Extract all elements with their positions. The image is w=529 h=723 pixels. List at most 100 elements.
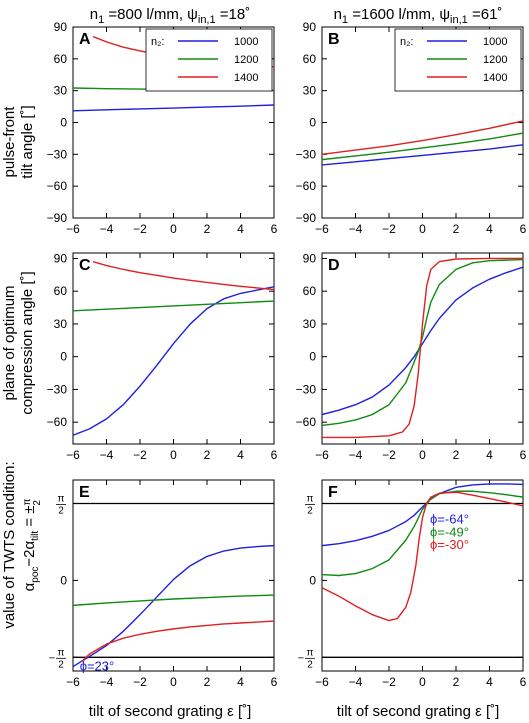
x-tick-label: −6: [66, 448, 80, 462]
svg-text:2: 2: [58, 659, 64, 670]
y-tick-label-neg-pi-half: π2−: [49, 647, 66, 670]
x-tick-label: −4: [349, 222, 363, 236]
series-line-1400: [80, 620, 274, 663]
series-line-1400: [322, 257, 523, 439]
phi-annotation: ϕ=-49°: [430, 524, 469, 539]
y-tick-label: −60: [47, 179, 68, 193]
x-tick-label: 0: [419, 675, 426, 689]
panel-letter: C: [79, 257, 91, 274]
row-label-2: plane of optimum compression angle [˚]: [1, 271, 36, 414]
x-tick-label: 0: [419, 222, 426, 236]
y-tick-label: 0: [60, 350, 67, 364]
legend: n₂: 1000 1200 1400: [145, 28, 273, 92]
svg-text:compression angle [˚]: compression angle [˚]: [19, 271, 36, 414]
series-line-1000: [73, 104, 274, 112]
phi-annotation: ϕ=-64°: [430, 512, 469, 527]
y-tick-label: 30: [54, 84, 68, 98]
x-tick-label: 6: [271, 222, 278, 236]
x-tick-label: 4: [237, 222, 244, 236]
phi-annotation: ϕ=-30°: [430, 537, 469, 552]
y-tick-label-pi-half: π2: [56, 493, 66, 516]
x-tick-label: −2: [382, 675, 396, 689]
legend-label-1200: 1200: [234, 54, 258, 66]
legend-label-1200: 1200: [483, 54, 507, 66]
x-tick-label: −6: [66, 675, 80, 689]
svg-text:π: π: [58, 647, 65, 658]
series-line-1400: [322, 120, 523, 156]
x-tick-label: −6: [66, 222, 80, 236]
legend-label-1000: 1000: [234, 36, 258, 48]
x-tick-label: −2: [382, 222, 396, 236]
series-line-1000: [322, 266, 523, 416]
series-line-1400: [322, 491, 523, 622]
x-tick-label: 6: [271, 675, 278, 689]
series-line-1200: [73, 594, 274, 607]
x-tick-label: −4: [100, 675, 114, 689]
plot-frame: [321, 252, 524, 445]
x-tick-label: −6: [315, 222, 329, 236]
y-tick-label-pi-half: π2: [305, 493, 315, 516]
y-tick-label: −90: [296, 211, 317, 225]
phi-annotation: ϕ=23°: [80, 659, 115, 674]
y-tick-label: −60: [47, 415, 68, 429]
legend-label-1000: 1000: [483, 36, 507, 48]
svg-text:2: 2: [307, 505, 313, 516]
x-tick-label: 2: [453, 222, 460, 236]
y-tick-label: −60: [296, 415, 317, 429]
x-tick-label: 2: [204, 448, 211, 462]
x-tick-label: 0: [170, 448, 177, 462]
y-tick-label: −30: [47, 382, 68, 396]
x-tick-label: 6: [520, 222, 527, 236]
x-tick-label: −4: [100, 222, 114, 236]
x-tick-label: 2: [204, 222, 211, 236]
panel-c: −6 −4 −2 0 2 4 6 −60 −30 0 30 60 90 C: [47, 251, 278, 462]
x-tick-label: 4: [486, 222, 493, 236]
x-tick-label: −2: [133, 448, 147, 462]
x-tick-label: 4: [486, 448, 493, 462]
y-tick-label: −60: [296, 179, 317, 193]
y-tick-label: −30: [296, 147, 317, 161]
y-tick-label: 90: [54, 251, 68, 265]
y-tick-label: 60: [54, 52, 68, 66]
panel-letter: A: [79, 31, 91, 48]
svg-text:pulse-front: pulse-front: [1, 106, 18, 178]
x-tick-label: 0: [170, 222, 177, 236]
x-tick-label: 2: [453, 675, 460, 689]
series-line-1000: [73, 544, 274, 668]
svg-text:value of TWTS condition:: value of TWTS condition:: [1, 461, 18, 628]
x-tick-label: 4: [486, 675, 493, 689]
svg-text:tilt angle [˚]: tilt angle [˚]: [19, 105, 36, 178]
svg-text:−: −: [298, 652, 304, 664]
twts-condition-formula: αpoc−2αtilt = ±π2: [21, 499, 43, 592]
y-tick-label: 0: [309, 350, 316, 364]
y-tick-label: −30: [296, 382, 317, 396]
x-tick-label: 6: [520, 675, 527, 689]
x-tick-label: 2: [204, 675, 211, 689]
plot-frame: [72, 479, 275, 672]
x-tick-label: 2: [453, 448, 460, 462]
y-tick-label-zero: 0: [309, 573, 316, 587]
svg-text:π: π: [307, 647, 314, 658]
legend-title: n₂:: [400, 36, 413, 48]
x-tick-label: 4: [237, 448, 244, 462]
y-tick-label: 0: [309, 116, 316, 130]
y-tick-label-neg-pi-half: π2−: [298, 647, 315, 670]
x-tick-label: 6: [271, 448, 278, 462]
legend-label-1400: 1400: [234, 72, 258, 84]
y-tick-label: 60: [303, 52, 317, 66]
x-tick-label: −6: [315, 448, 329, 462]
svg-text:2: 2: [58, 505, 64, 516]
panel-a: −6 −4 −2 0 2 4 6 −90 −60 −30 0 30 60 90 A n₂: 1000 1200 14…: [47, 20, 278, 236]
y-tick-label-zero: 0: [60, 573, 67, 587]
panel-d: −6 −4 −2 0 2 4 6 −60 −30 0 30 60 90 D: [296, 251, 527, 462]
x-tick-label: −4: [349, 675, 363, 689]
y-tick-label: 30: [54, 317, 68, 331]
svg-text:plane of optimum: plane of optimum: [1, 285, 18, 400]
series-line-1000: [322, 483, 523, 547]
series-line-1200: [322, 132, 523, 161]
panel-letter: E: [79, 484, 90, 501]
panel-letter: D: [328, 257, 340, 274]
legend-title: n₂:: [151, 36, 164, 48]
x-tick-label: −4: [100, 448, 114, 462]
